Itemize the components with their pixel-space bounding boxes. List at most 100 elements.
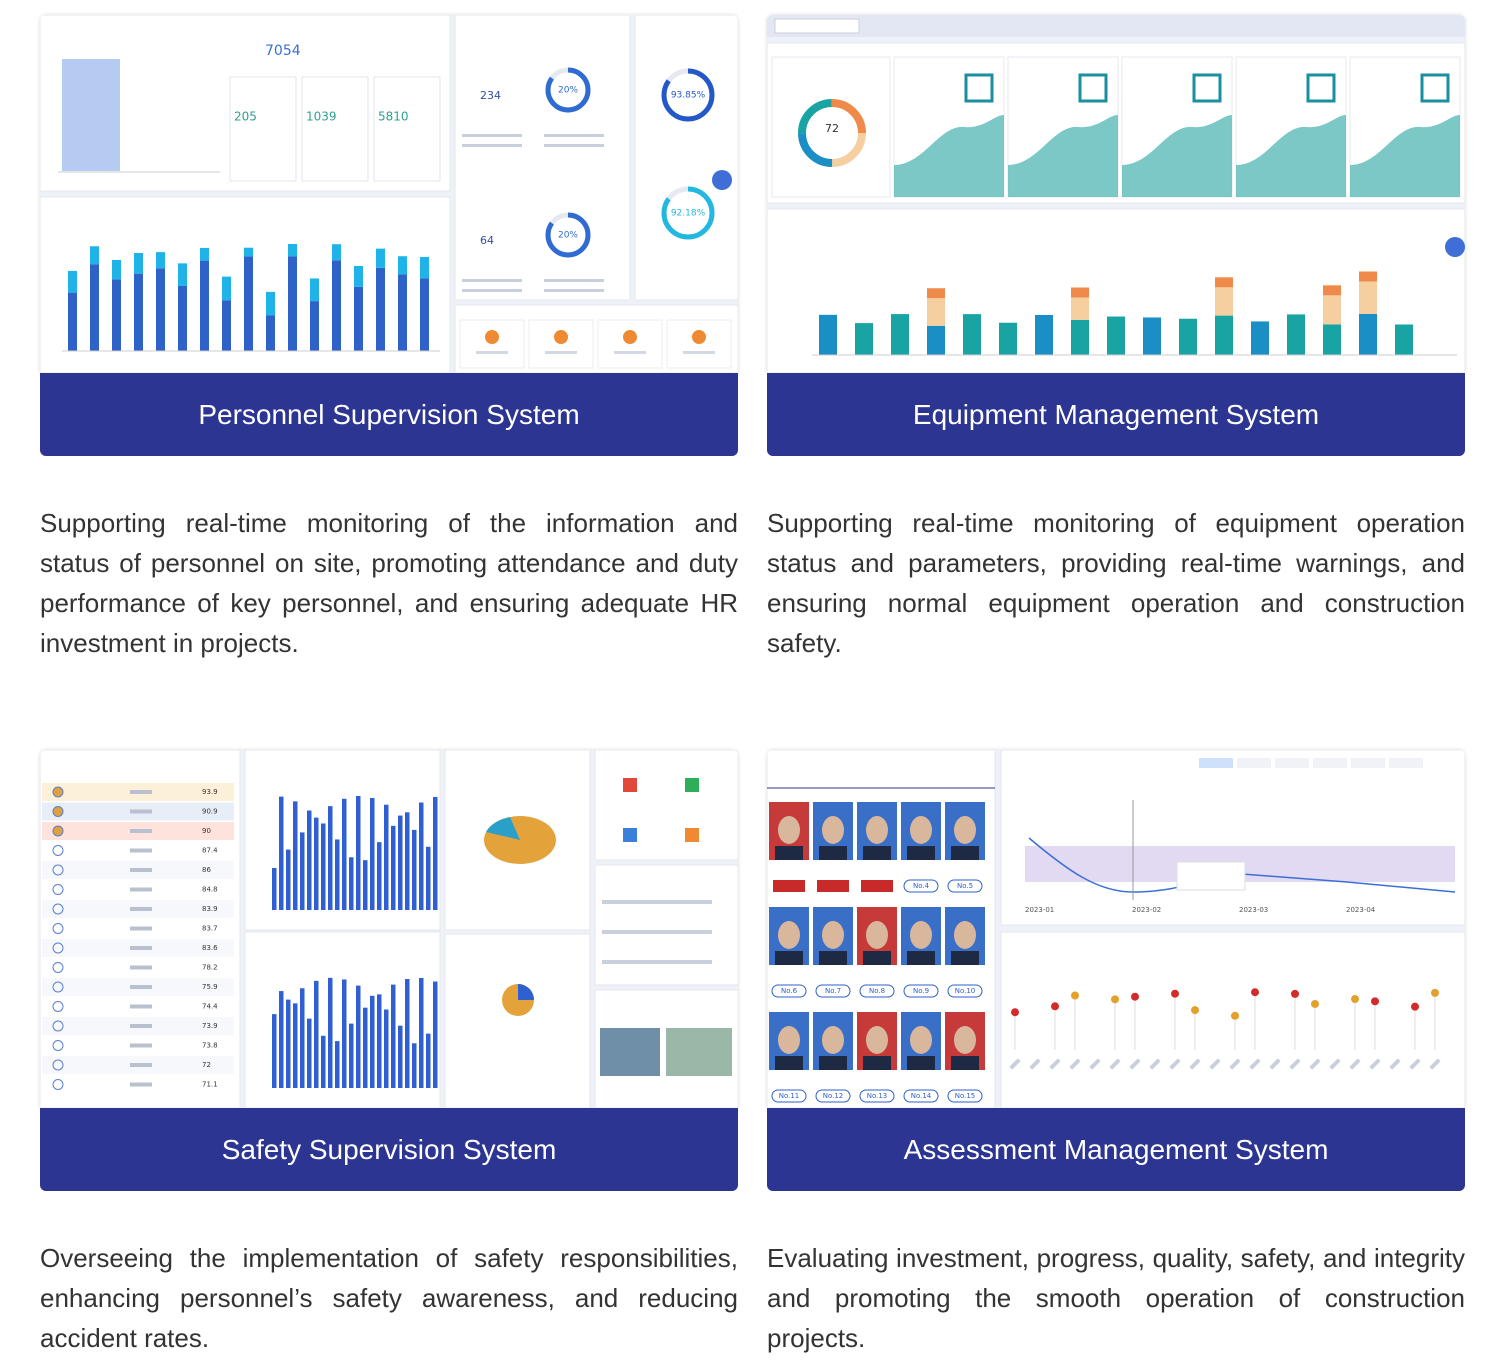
- x-label: 2023-01: [1025, 906, 1054, 914]
- app-icon: [623, 778, 637, 792]
- face: [822, 1026, 844, 1054]
- donut-part: [798, 99, 866, 167]
- bar: [398, 274, 407, 351]
- suit: [863, 1056, 891, 1070]
- row-label: [130, 848, 152, 853]
- suit: [951, 951, 979, 965]
- bar: [363, 860, 368, 910]
- flag: [1011, 1008, 1019, 1017]
- flag: [1411, 1002, 1419, 1011]
- row-label: [130, 809, 152, 814]
- rank-label: No.10: [955, 987, 976, 995]
- bar: [377, 842, 382, 910]
- news-line: [602, 960, 712, 964]
- bar: [90, 264, 99, 351]
- bar: [1359, 271, 1377, 282]
- face: [910, 816, 932, 844]
- flag: [1191, 1006, 1199, 1015]
- count: 234: [480, 89, 501, 102]
- x-label: [1429, 1058, 1441, 1070]
- bar: [999, 322, 1017, 355]
- ring: [661, 68, 715, 122]
- bar: [855, 323, 873, 355]
- icon: [1420, 73, 1450, 103]
- rank-label: No.7: [825, 987, 841, 995]
- bar: [200, 260, 209, 351]
- rank-badge: [52, 981, 64, 993]
- x-label: [1069, 1058, 1081, 1070]
- icon: [964, 73, 994, 103]
- wave: [1236, 115, 1346, 197]
- screenshot: 93.9 90.9 90 87.4 86 84.8 83.9 83.7 83.6 78.2 75.9…: [40, 750, 738, 1108]
- rank-badge: [52, 923, 64, 934]
- bar: [1071, 319, 1089, 355]
- suit: [951, 846, 979, 860]
- rank-label: No.6: [781, 987, 798, 995]
- photo: [600, 1028, 660, 1076]
- bar: [332, 244, 341, 261]
- card-description: Supporting real-time monitoring of equip…: [767, 508, 1465, 658]
- bar: [156, 268, 165, 351]
- ring: [661, 186, 715, 240]
- bar: [134, 273, 143, 351]
- rank-badge: [52, 1020, 64, 1032]
- bar: [342, 798, 347, 910]
- bar: [377, 994, 382, 1088]
- card-description: Supporting real-time monitoring of the i…: [40, 508, 738, 658]
- face: [866, 921, 888, 949]
- card: 7054 205 1039 5810 20% 234 20% 64 93.85% 92.18% P…: [40, 15, 738, 658]
- bar: [1359, 281, 1377, 315]
- flag: [1351, 995, 1359, 1004]
- rank-badge: [52, 903, 64, 915]
- x-label: [1009, 1058, 1021, 1070]
- bar: [342, 979, 347, 1088]
- bar: [405, 812, 410, 910]
- x-label: [1149, 1058, 1161, 1070]
- suit: [907, 1056, 935, 1070]
- bar: [328, 806, 333, 910]
- bar: [288, 256, 297, 351]
- tile-icon: [554, 330, 568, 344]
- bar: [222, 300, 231, 351]
- suit: [863, 951, 891, 965]
- x-label: [1309, 1058, 1321, 1070]
- bar: [1143, 317, 1161, 355]
- bar: [156, 252, 165, 269]
- score: 73.9: [202, 1022, 218, 1030]
- panel: [454, 15, 631, 301]
- flag: [1291, 989, 1299, 998]
- suit: [819, 951, 847, 965]
- bar: [1323, 295, 1341, 325]
- rank-tag: [947, 879, 983, 893]
- app-icon: [685, 828, 699, 842]
- panel: [594, 864, 738, 986]
- bar: [426, 846, 431, 910]
- bar: [384, 1009, 389, 1088]
- legend-line: [462, 144, 522, 147]
- face: [778, 816, 800, 844]
- face: [866, 816, 888, 844]
- rank-label: No.4: [913, 882, 930, 890]
- tile-label: [545, 351, 577, 354]
- app-icon: [685, 778, 699, 792]
- tab: [1275, 758, 1309, 768]
- row-label: [130, 1024, 152, 1028]
- panel: [444, 933, 591, 1108]
- ring: [545, 67, 591, 113]
- donut-part: [798, 99, 866, 167]
- bar: [412, 1043, 417, 1088]
- score: 83.6: [202, 944, 218, 952]
- row-label: [130, 946, 152, 950]
- bar: [112, 279, 121, 351]
- app-icon: [623, 828, 637, 842]
- score: 86: [202, 866, 211, 874]
- x-label: [1109, 1058, 1121, 1070]
- rank-tag: [903, 984, 939, 998]
- card-title: Personnel Supervision System: [40, 373, 738, 456]
- flag: [1071, 991, 1079, 1000]
- legend-line: [544, 144, 604, 147]
- x-label: 2023-02: [1132, 906, 1161, 914]
- x-label: 2023-04: [1346, 906, 1376, 914]
- score: 90.9: [202, 808, 218, 816]
- rank-badge: [52, 962, 64, 973]
